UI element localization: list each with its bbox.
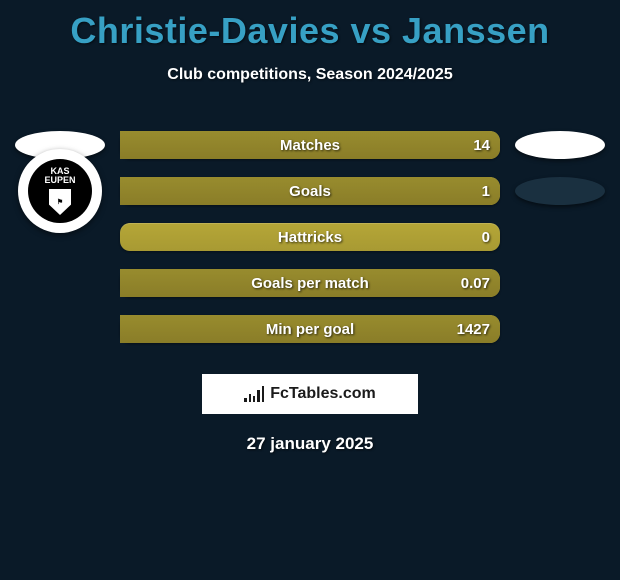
comparison-bars: Matches 14 KAS EUPEN ⚑ Goals 1 — [0, 122, 620, 352]
bar-value-right: 0 — [482, 223, 490, 251]
bar-label: Matches — [120, 131, 500, 159]
bar-row: Goals per match 0.07 — [0, 260, 620, 306]
page-title: Christie-Davies vs Janssen — [0, 0, 620, 52]
bar-value-right: 14 — [473, 131, 490, 159]
bar-label: Hattricks — [120, 223, 500, 251]
bar-row: KAS EUPEN ⚑ Goals 1 — [0, 168, 620, 214]
bar: Matches 14 — [120, 131, 500, 159]
club-shield-icon: ⚑ — [49, 189, 71, 215]
player-badge-right-1 — [515, 131, 605, 159]
fctables-logo: FcTables.com — [202, 374, 418, 414]
bar-label: Min per goal — [120, 315, 500, 343]
bar: Min per goal 1427 — [120, 315, 500, 343]
bar-label: Goals per match — [120, 269, 500, 297]
right-badge-slot — [500, 177, 620, 205]
bar-row: Min per goal 1427 — [0, 306, 620, 352]
right-badge-slot — [500, 131, 620, 159]
logo-text: FcTables.com — [270, 385, 376, 403]
bar: Hattricks 0 — [120, 223, 500, 251]
club-text-bottom: EUPEN — [44, 176, 75, 185]
player-badge-right-2 — [515, 177, 605, 205]
bar-value-right: 1427 — [457, 315, 490, 343]
bar: Goals per match 0.07 — [120, 269, 500, 297]
bar-label: Goals — [120, 177, 500, 205]
bar-value-right: 0.07 — [461, 269, 490, 297]
bar-value-right: 1 — [482, 177, 490, 205]
bar-chart-icon — [244, 386, 264, 402]
subtitle: Club competitions, Season 2024/2025 — [0, 66, 620, 84]
date-text: 27 january 2025 — [0, 434, 620, 454]
bar-row: Hattricks 0 — [0, 214, 620, 260]
bar: Goals 1 — [120, 177, 500, 205]
